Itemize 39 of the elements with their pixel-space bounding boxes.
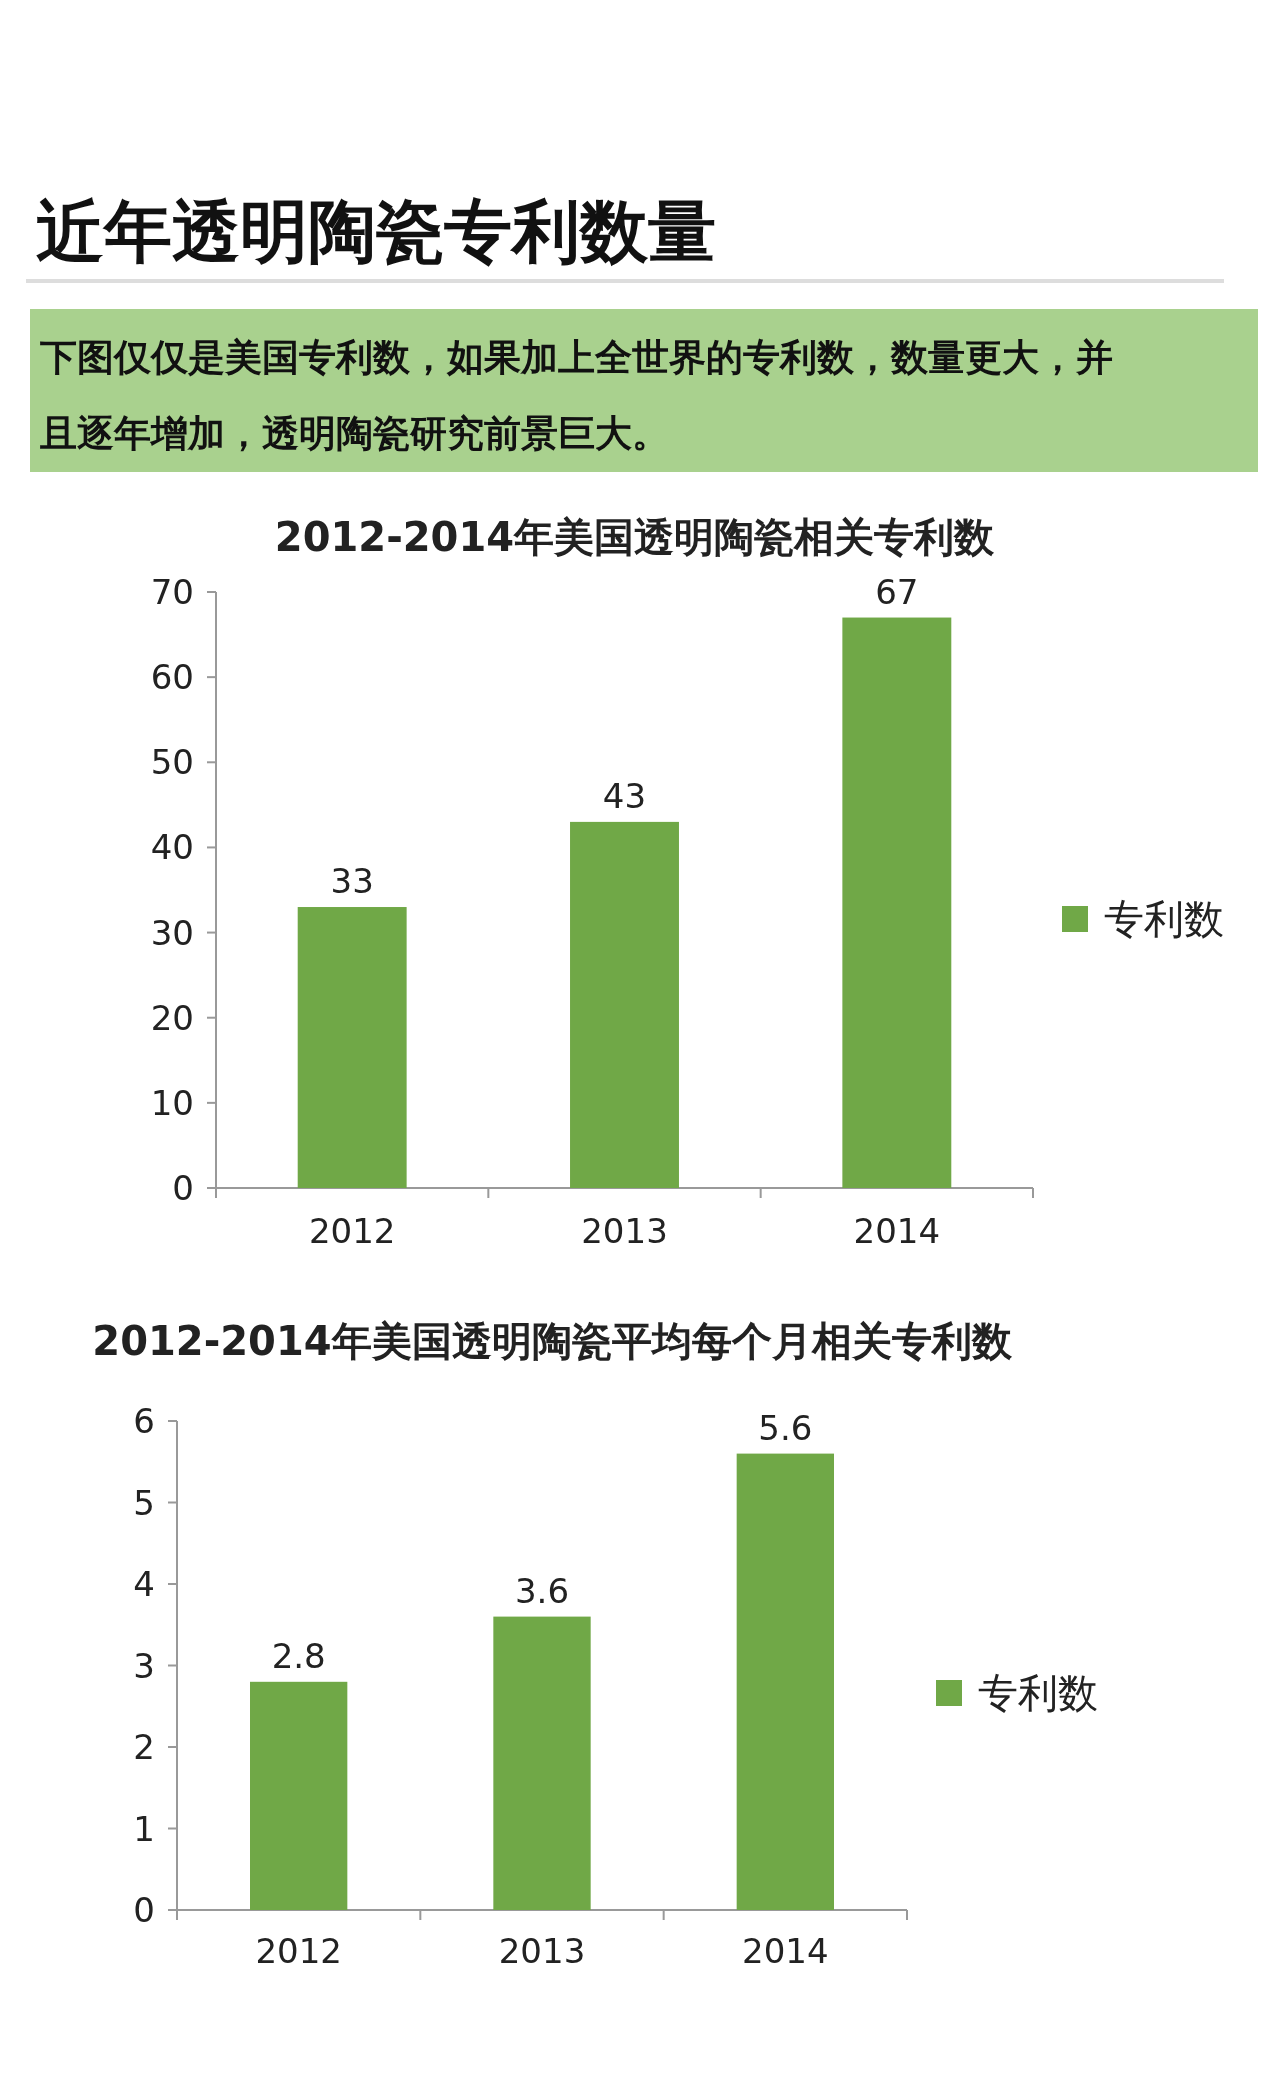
y-tick-label: 30 <box>150 912 194 953</box>
text: 下图仅仅是美国专利数，如果加上全世界的专利数，数量更大，并且逐年增加，透明陶瓷研究前景巨大。 <box>40 335 1114 457</box>
x-tick-label: 2013 <box>498 1931 586 1971</box>
bar <box>250 1681 348 1910</box>
text: 近年透明陶瓷专利数量 <box>36 192 716 271</box>
y-tick-label: 2 <box>133 1727 155 1767</box>
data-label: 33 <box>330 861 374 902</box>
bar <box>297 907 407 1188</box>
bar <box>736 1453 834 1910</box>
y-tick-label: 40 <box>150 827 194 868</box>
y-tick-label: 10 <box>150 1082 194 1123</box>
data-label: 43 <box>602 775 647 816</box>
bar <box>570 821 679 1188</box>
data-label: 67 <box>875 571 919 612</box>
legend-label: 专利数 <box>978 1670 1098 1716</box>
y-tick-label: 1 <box>133 1808 155 1849</box>
x-tick-label: 2012 <box>255 1931 342 1971</box>
x-tick-label: 2014 <box>853 1211 941 1251</box>
x-tick-label: 2014 <box>742 1931 829 1971</box>
legend-label: 专利数 <box>1104 896 1224 942</box>
y-tick-label: 3 <box>133 1645 155 1686</box>
y-tick-label: 5 <box>133 1482 155 1523</box>
y-tick-label: 0 <box>172 1168 194 1208</box>
y-tick-label: 50 <box>150 742 194 783</box>
y-tick-label: 6 <box>133 1401 155 1441</box>
chart-title: 2012-2014年美国透明陶瓷平均每个月相关专利数 <box>92 1318 1013 1364</box>
y-tick-label: 0 <box>133 1890 155 1930</box>
data-label: 5.6 <box>758 1407 813 1448</box>
data-label: 3.6 <box>514 1570 570 1611</box>
y-tick-label: 60 <box>150 657 194 698</box>
data-label: 2.8 <box>271 1635 326 1676</box>
y-tick-label: 20 <box>150 997 194 1038</box>
x-tick-label: 2012 <box>308 1211 396 1251</box>
bar <box>842 617 952 1188</box>
bar <box>493 1616 591 1910</box>
y-tick-label: 4 <box>133 1564 155 1604</box>
chart-title: 2012-2014年美国透明陶瓷相关专利数 <box>274 514 996 560</box>
x-tick-label: 2013 <box>581 1211 668 1251</box>
y-tick-label: 70 <box>150 572 194 612</box>
